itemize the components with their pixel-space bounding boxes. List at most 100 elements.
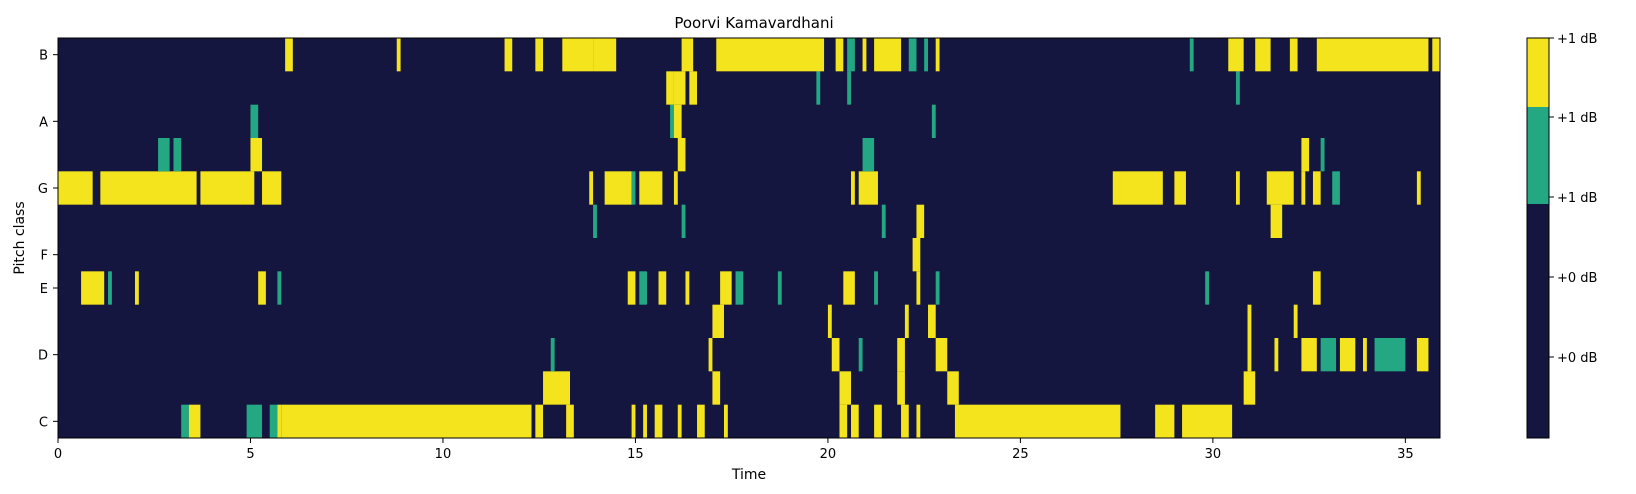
x-tick-label: 20 xyxy=(820,447,837,462)
heatmap-cell xyxy=(1182,404,1233,438)
heatmap-cell xyxy=(1274,338,1279,372)
heatmap-cell xyxy=(108,271,112,305)
heatmap-cell xyxy=(1374,338,1406,372)
heatmap-cell xyxy=(881,204,886,238)
heatmap-cell xyxy=(181,404,189,438)
heatmap-cell xyxy=(874,271,878,305)
heatmap-cell xyxy=(897,338,905,372)
heatmap-cell xyxy=(654,404,663,438)
heatmap-cell xyxy=(1270,204,1283,238)
heatmap-cell xyxy=(697,404,705,438)
heatmap-cell xyxy=(639,271,647,305)
x-tick-label: 15 xyxy=(627,447,644,462)
heatmap-cell xyxy=(673,71,686,105)
y-tick-label: E xyxy=(40,282,48,297)
chart-title: Poorvi Kamavardhani xyxy=(674,14,833,32)
heatmap-cell xyxy=(1228,38,1244,72)
heatmap-cell xyxy=(1189,38,1194,72)
heatmap-cell xyxy=(681,38,694,72)
heatmap-cell xyxy=(1312,271,1321,305)
heatmap-cell xyxy=(858,338,863,372)
heatmap-cell xyxy=(58,171,93,205)
colorbar: +1 dB +1 dB +1 dB +0 dB +0 dB xyxy=(1526,32,1597,439)
x-axis-ticks: 0 5 10 15 20 25 30 35 xyxy=(54,438,1414,462)
heatmap-cell xyxy=(847,71,852,105)
y-tick-label: D xyxy=(38,349,48,364)
heatmap-cell xyxy=(935,38,940,72)
heatmap-cell xyxy=(827,304,832,338)
heatmap-cell xyxy=(847,38,855,72)
heatmap-cell xyxy=(81,271,105,305)
x-tick-label: 5 xyxy=(246,447,254,462)
heatmap-cell xyxy=(912,238,921,272)
colorbar-tick-label: +1 dB xyxy=(1557,32,1597,47)
heatmap-cell xyxy=(504,38,513,72)
heatmap-cell xyxy=(858,171,878,205)
heatmap-cell xyxy=(924,38,929,72)
heatmap-cell xyxy=(1301,171,1306,205)
colorbar-ticks: +1 dB +1 dB +1 dB +0 dB +0 dB xyxy=(1549,32,1597,366)
heatmap-cell xyxy=(1247,338,1252,372)
heatmap-cell xyxy=(643,404,647,438)
y-tick-label: B xyxy=(39,49,48,64)
heatmap-cell xyxy=(1332,171,1340,205)
heatmap-cell xyxy=(250,104,259,138)
heatmap-cell xyxy=(631,171,636,205)
heatmap-cell xyxy=(1416,171,1421,205)
heatmap-cell xyxy=(543,371,570,405)
heatmap-cell xyxy=(670,104,674,138)
heatmap-cell xyxy=(1289,38,1298,72)
heatmap-cell xyxy=(816,71,821,105)
heatmap-cell xyxy=(677,404,682,438)
heatmap-cell xyxy=(720,271,732,305)
heatmap-cell xyxy=(281,404,532,438)
heatmap-cell xyxy=(835,38,844,72)
x-tick-label: 35 xyxy=(1397,447,1414,462)
heatmap-cell xyxy=(258,271,266,305)
x-tick-label: 10 xyxy=(435,447,452,462)
heatmap-cell xyxy=(851,171,855,205)
heatmap-cell xyxy=(1363,338,1367,372)
heatmap-cell xyxy=(535,38,544,72)
heatmap-cell xyxy=(1293,304,1298,338)
heatmap-cell xyxy=(689,71,698,105)
heatmap-cell xyxy=(550,338,555,372)
heatmap-cell xyxy=(673,104,682,138)
heatmap-cell xyxy=(851,404,859,438)
heatmap-cell xyxy=(1243,371,1256,405)
heatmap-cell xyxy=(1312,171,1321,205)
colorbar-tick-label: +1 dB xyxy=(1557,191,1597,206)
heatmap-cell xyxy=(566,404,574,438)
heatmap-cell xyxy=(681,204,686,238)
heatmap-cell xyxy=(712,371,721,405)
heatmap-cell xyxy=(897,371,905,405)
x-tick-label: 30 xyxy=(1205,447,1222,462)
heatmap-cell xyxy=(1247,304,1252,338)
heatmap-cell xyxy=(1266,171,1294,205)
heatmap-cell xyxy=(277,271,282,305)
heatmap-cell xyxy=(604,171,632,205)
heatmap-cell xyxy=(173,138,182,172)
heatmap-cell xyxy=(716,38,825,72)
heatmap-cell xyxy=(639,171,663,205)
heatmap-cell xyxy=(928,304,936,338)
heatmap-cell xyxy=(904,304,909,338)
heatmap-cell xyxy=(658,271,667,305)
colorbar-high-segment xyxy=(1527,38,1549,107)
heatmap-cell xyxy=(862,38,867,72)
y-tick-label: G xyxy=(38,182,48,197)
heatmap-cell xyxy=(1301,338,1317,372)
colorbar-frame xyxy=(1526,37,1550,439)
heatmap-cell xyxy=(158,138,170,172)
heatmap-cell xyxy=(593,204,597,238)
colorbar-tick-label: +0 dB xyxy=(1557,271,1597,286)
heatmap-cell xyxy=(839,404,848,438)
heatmap-cell xyxy=(589,171,594,205)
heatmap-cell xyxy=(1320,138,1325,172)
heatmap-cell xyxy=(1112,171,1121,205)
x-axis-label: Time xyxy=(731,467,766,483)
heatmap-cell xyxy=(708,338,713,372)
heatmap-cell xyxy=(593,38,617,72)
heatmap-cell xyxy=(931,104,936,138)
